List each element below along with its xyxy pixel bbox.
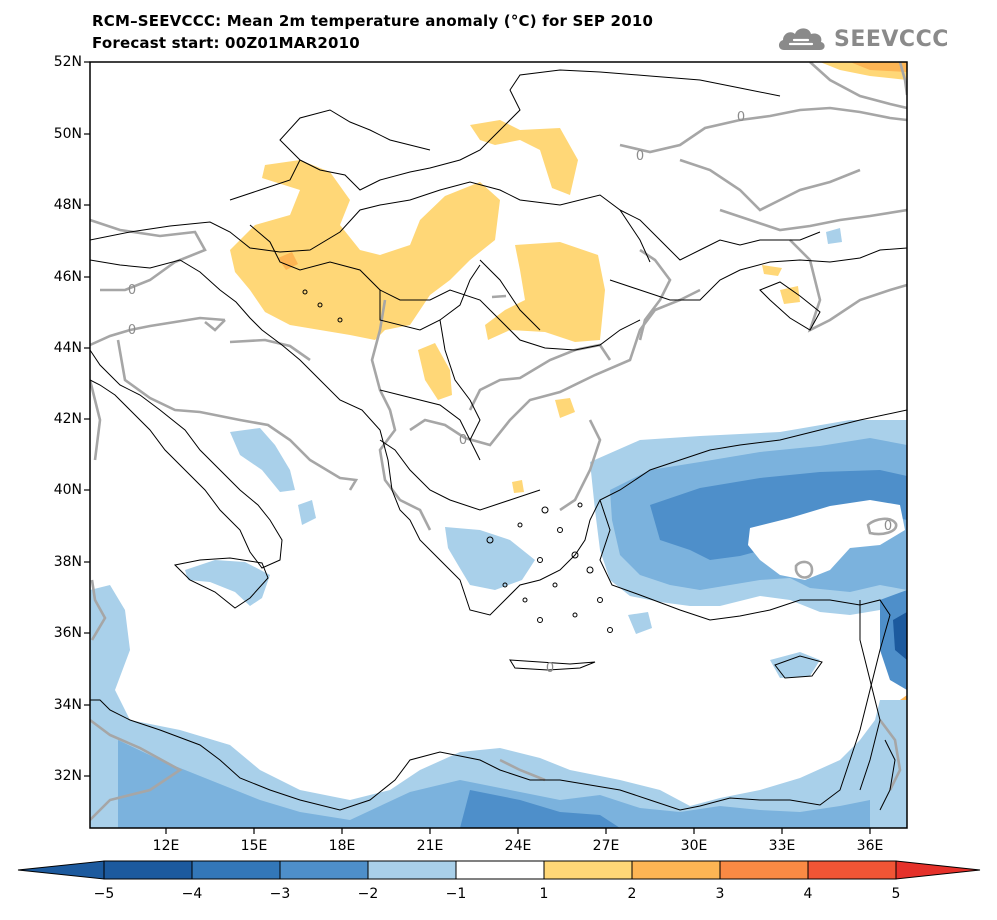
lat-label: 46N bbox=[53, 269, 82, 285]
positive-anomaly-region bbox=[512, 480, 524, 493]
negative-anomaly-region bbox=[893, 612, 907, 660]
colorbar-label: 1 bbox=[539, 886, 549, 902]
lon-label: 27E bbox=[592, 838, 620, 854]
contour-label: 0 bbox=[636, 149, 644, 164]
colorbar-segment bbox=[807, 860, 897, 880]
lat-ticks bbox=[84, 61, 90, 777]
colorbar bbox=[17, 860, 981, 880]
colorbar-segment bbox=[367, 860, 457, 880]
colorbar-label: −5 bbox=[93, 886, 115, 902]
lon-label: 12E bbox=[152, 838, 180, 854]
negative-anomaly-region bbox=[770, 652, 820, 678]
forecast-start-label: Forecast start: 00Z01MAR2010 bbox=[92, 34, 360, 52]
contour-label: 0 bbox=[546, 661, 554, 676]
contour-label: 0 bbox=[884, 519, 892, 534]
colorbar-label: −1 bbox=[445, 886, 467, 902]
logo-text: SEEVCCC bbox=[834, 26, 949, 52]
colorbar-segment bbox=[543, 860, 633, 880]
lon-label: 21E bbox=[416, 838, 444, 854]
colorbar-label: −2 bbox=[357, 886, 379, 902]
colorbar-segment bbox=[279, 860, 369, 880]
positive-anomaly-region bbox=[555, 398, 575, 418]
lon-label: 30E bbox=[680, 838, 708, 854]
lon-label: 15E bbox=[240, 838, 268, 854]
lat-label: 48N bbox=[53, 197, 82, 213]
colorbar-low-extension bbox=[17, 860, 105, 880]
lat-label: 36N bbox=[53, 625, 82, 641]
negative-anomaly-region bbox=[880, 590, 907, 690]
negative-anomaly-region bbox=[230, 428, 295, 492]
negative-anomaly-region bbox=[650, 470, 907, 560]
negative-anomaly-region bbox=[826, 228, 842, 244]
positive-anomaly-region bbox=[780, 286, 800, 304]
colorbar-label: 2 bbox=[627, 886, 637, 902]
lat-label: 40N bbox=[53, 482, 82, 498]
positive-anomaly-region bbox=[278, 252, 298, 270]
lon-label: 18E bbox=[328, 838, 356, 854]
contour-label-group: 0 0 0 0 0 0 0 bbox=[128, 110, 892, 676]
colorbar-segment bbox=[191, 860, 281, 880]
colorbar-segment bbox=[455, 860, 545, 880]
colorbar-high-extension bbox=[895, 860, 981, 880]
contour-label: 0 bbox=[459, 433, 467, 448]
lat-label: 38N bbox=[53, 554, 82, 570]
lon-label: 36E bbox=[856, 838, 884, 854]
lat-label: 52N bbox=[53, 54, 82, 70]
lat-label: 42N bbox=[53, 411, 82, 427]
positive-anomaly-region bbox=[850, 62, 907, 72]
colorbar-label: 5 bbox=[891, 886, 901, 902]
lon-label: 33E bbox=[768, 838, 796, 854]
positive-anomaly-region bbox=[418, 343, 452, 400]
contour-label: 0 bbox=[128, 323, 136, 338]
lat-label: 32N bbox=[53, 768, 82, 784]
positive-anomaly-region bbox=[230, 160, 500, 340]
contour-label: 0 bbox=[128, 283, 136, 298]
coastlines-borders bbox=[90, 69, 907, 811]
lon-label: 24E bbox=[504, 838, 532, 854]
colorbar-segment bbox=[103, 860, 193, 880]
cloud-logo-icon bbox=[778, 28, 825, 50]
lon-ticks bbox=[165, 828, 871, 834]
colorbar-label: −4 bbox=[181, 886, 203, 902]
positive-anomaly-region bbox=[470, 120, 578, 195]
map-title: RCM–SEEVCCC: Mean 2m temperature anomaly… bbox=[92, 12, 654, 30]
negative-anomaly-region bbox=[298, 500, 316, 525]
lat-label: 50N bbox=[53, 126, 82, 142]
map-frame bbox=[89, 61, 908, 829]
lat-label: 44N bbox=[53, 340, 82, 356]
positive-anomaly-region bbox=[762, 265, 782, 276]
seevccc-logo: SEEVCCC bbox=[776, 22, 949, 56]
anomaly-field bbox=[90, 62, 907, 828]
colorbar-segment bbox=[719, 860, 809, 880]
colorbar-label: 3 bbox=[715, 886, 725, 902]
negative-anomaly-region bbox=[748, 500, 905, 580]
colorbar-label: 4 bbox=[803, 886, 813, 902]
negative-anomaly-region bbox=[445, 527, 535, 590]
colorbar-segment bbox=[631, 860, 721, 880]
negative-anomaly-region bbox=[460, 790, 620, 828]
positive-anomaly-region bbox=[485, 242, 605, 342]
lat-label: 34N bbox=[53, 697, 82, 713]
negative-anomaly-region bbox=[185, 560, 270, 606]
colorbar-label: −3 bbox=[269, 886, 291, 902]
contour-label: 0 bbox=[737, 110, 745, 125]
aegean-islands bbox=[302, 289, 613, 633]
negative-anomaly-region bbox=[628, 612, 652, 634]
